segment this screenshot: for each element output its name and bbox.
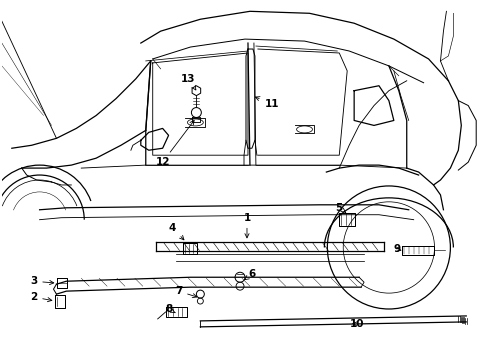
Text: 12: 12 (155, 121, 194, 167)
Text: 4: 4 (168, 222, 183, 240)
Text: 5: 5 (335, 203, 345, 213)
Text: 3: 3 (30, 276, 54, 286)
Text: 11: 11 (255, 96, 279, 109)
Text: 7: 7 (175, 286, 196, 298)
Text: 1: 1 (243, 213, 250, 238)
Text: 8: 8 (164, 304, 175, 314)
Text: 6: 6 (244, 269, 255, 280)
Text: 9: 9 (392, 244, 400, 255)
Text: 10: 10 (349, 319, 364, 329)
Text: 2: 2 (30, 292, 52, 302)
Text: 13: 13 (181, 74, 196, 90)
